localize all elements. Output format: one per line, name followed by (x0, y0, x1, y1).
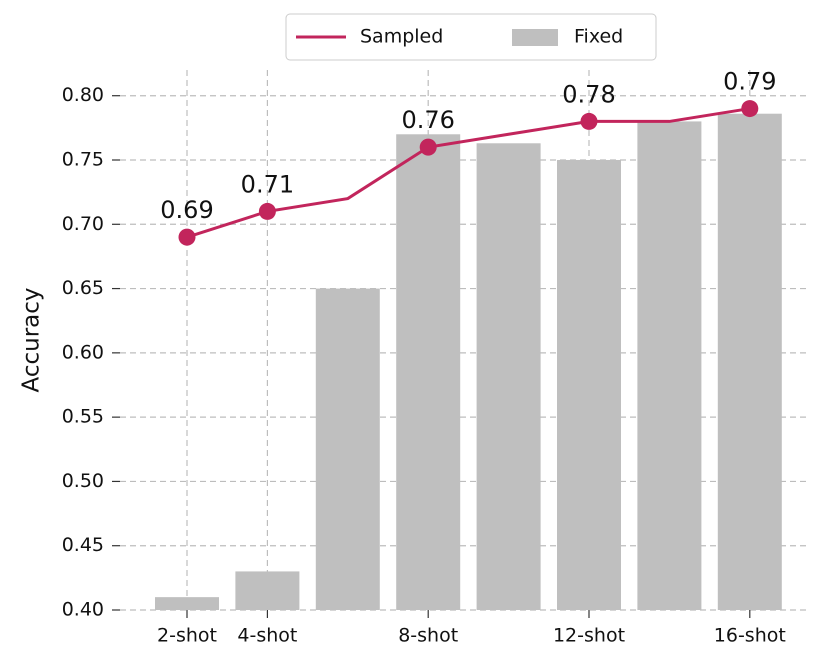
marker (419, 138, 437, 156)
x-tick-label: 16-shot (714, 625, 786, 647)
y-tick-label: 0.80 (62, 84, 104, 106)
legend-label: Fixed (574, 26, 623, 48)
legend-swatch (512, 29, 558, 46)
bar (637, 121, 702, 610)
bar (235, 571, 300, 610)
y-tick-label: 0.70 (62, 213, 104, 235)
value-label: 0.69 (160, 196, 213, 224)
line (186, 107, 751, 239)
y-axis-label: Accuracy (19, 287, 45, 392)
bar (557, 160, 621, 610)
legend: Sampled Fixed (285, 13, 657, 61)
x-tick-label: 12-shot (553, 625, 625, 647)
bar (476, 143, 541, 611)
marker (580, 112, 598, 130)
value-label: 0.79 (723, 68, 776, 96)
x-tick-label: 4-shot (237, 625, 297, 647)
bar (315, 288, 380, 610)
marker (258, 202, 276, 220)
bar (717, 113, 782, 610)
bars (155, 113, 782, 611)
marker (178, 228, 196, 246)
y-tick-label: 0.55 (62, 406, 104, 428)
y-tick-label: 0.60 (62, 341, 104, 363)
value-label: 0.76 (401, 106, 454, 134)
bar (396, 134, 461, 611)
bar (155, 597, 219, 610)
y-tick-label: 0.40 (62, 599, 104, 621)
legend-frame (285, 13, 657, 61)
x-tick-label: 2-shot (157, 625, 217, 647)
y-tick-label: 0.45 (62, 534, 104, 556)
x-tick-label: 8-shot (398, 625, 458, 647)
value-label: 0.78 (562, 80, 615, 108)
value-label: 0.71 (241, 170, 294, 198)
grid (120, 70, 810, 611)
marker (741, 100, 759, 118)
legend-label: Sampled (360, 26, 443, 48)
y-tick-label: 0.65 (62, 277, 104, 299)
lines: 0.69 0.71 0.76 0.78 0.79 (160, 68, 777, 246)
y-tick-label: 0.75 (62, 149, 104, 171)
y-tick-label: 0.50 (62, 470, 104, 492)
